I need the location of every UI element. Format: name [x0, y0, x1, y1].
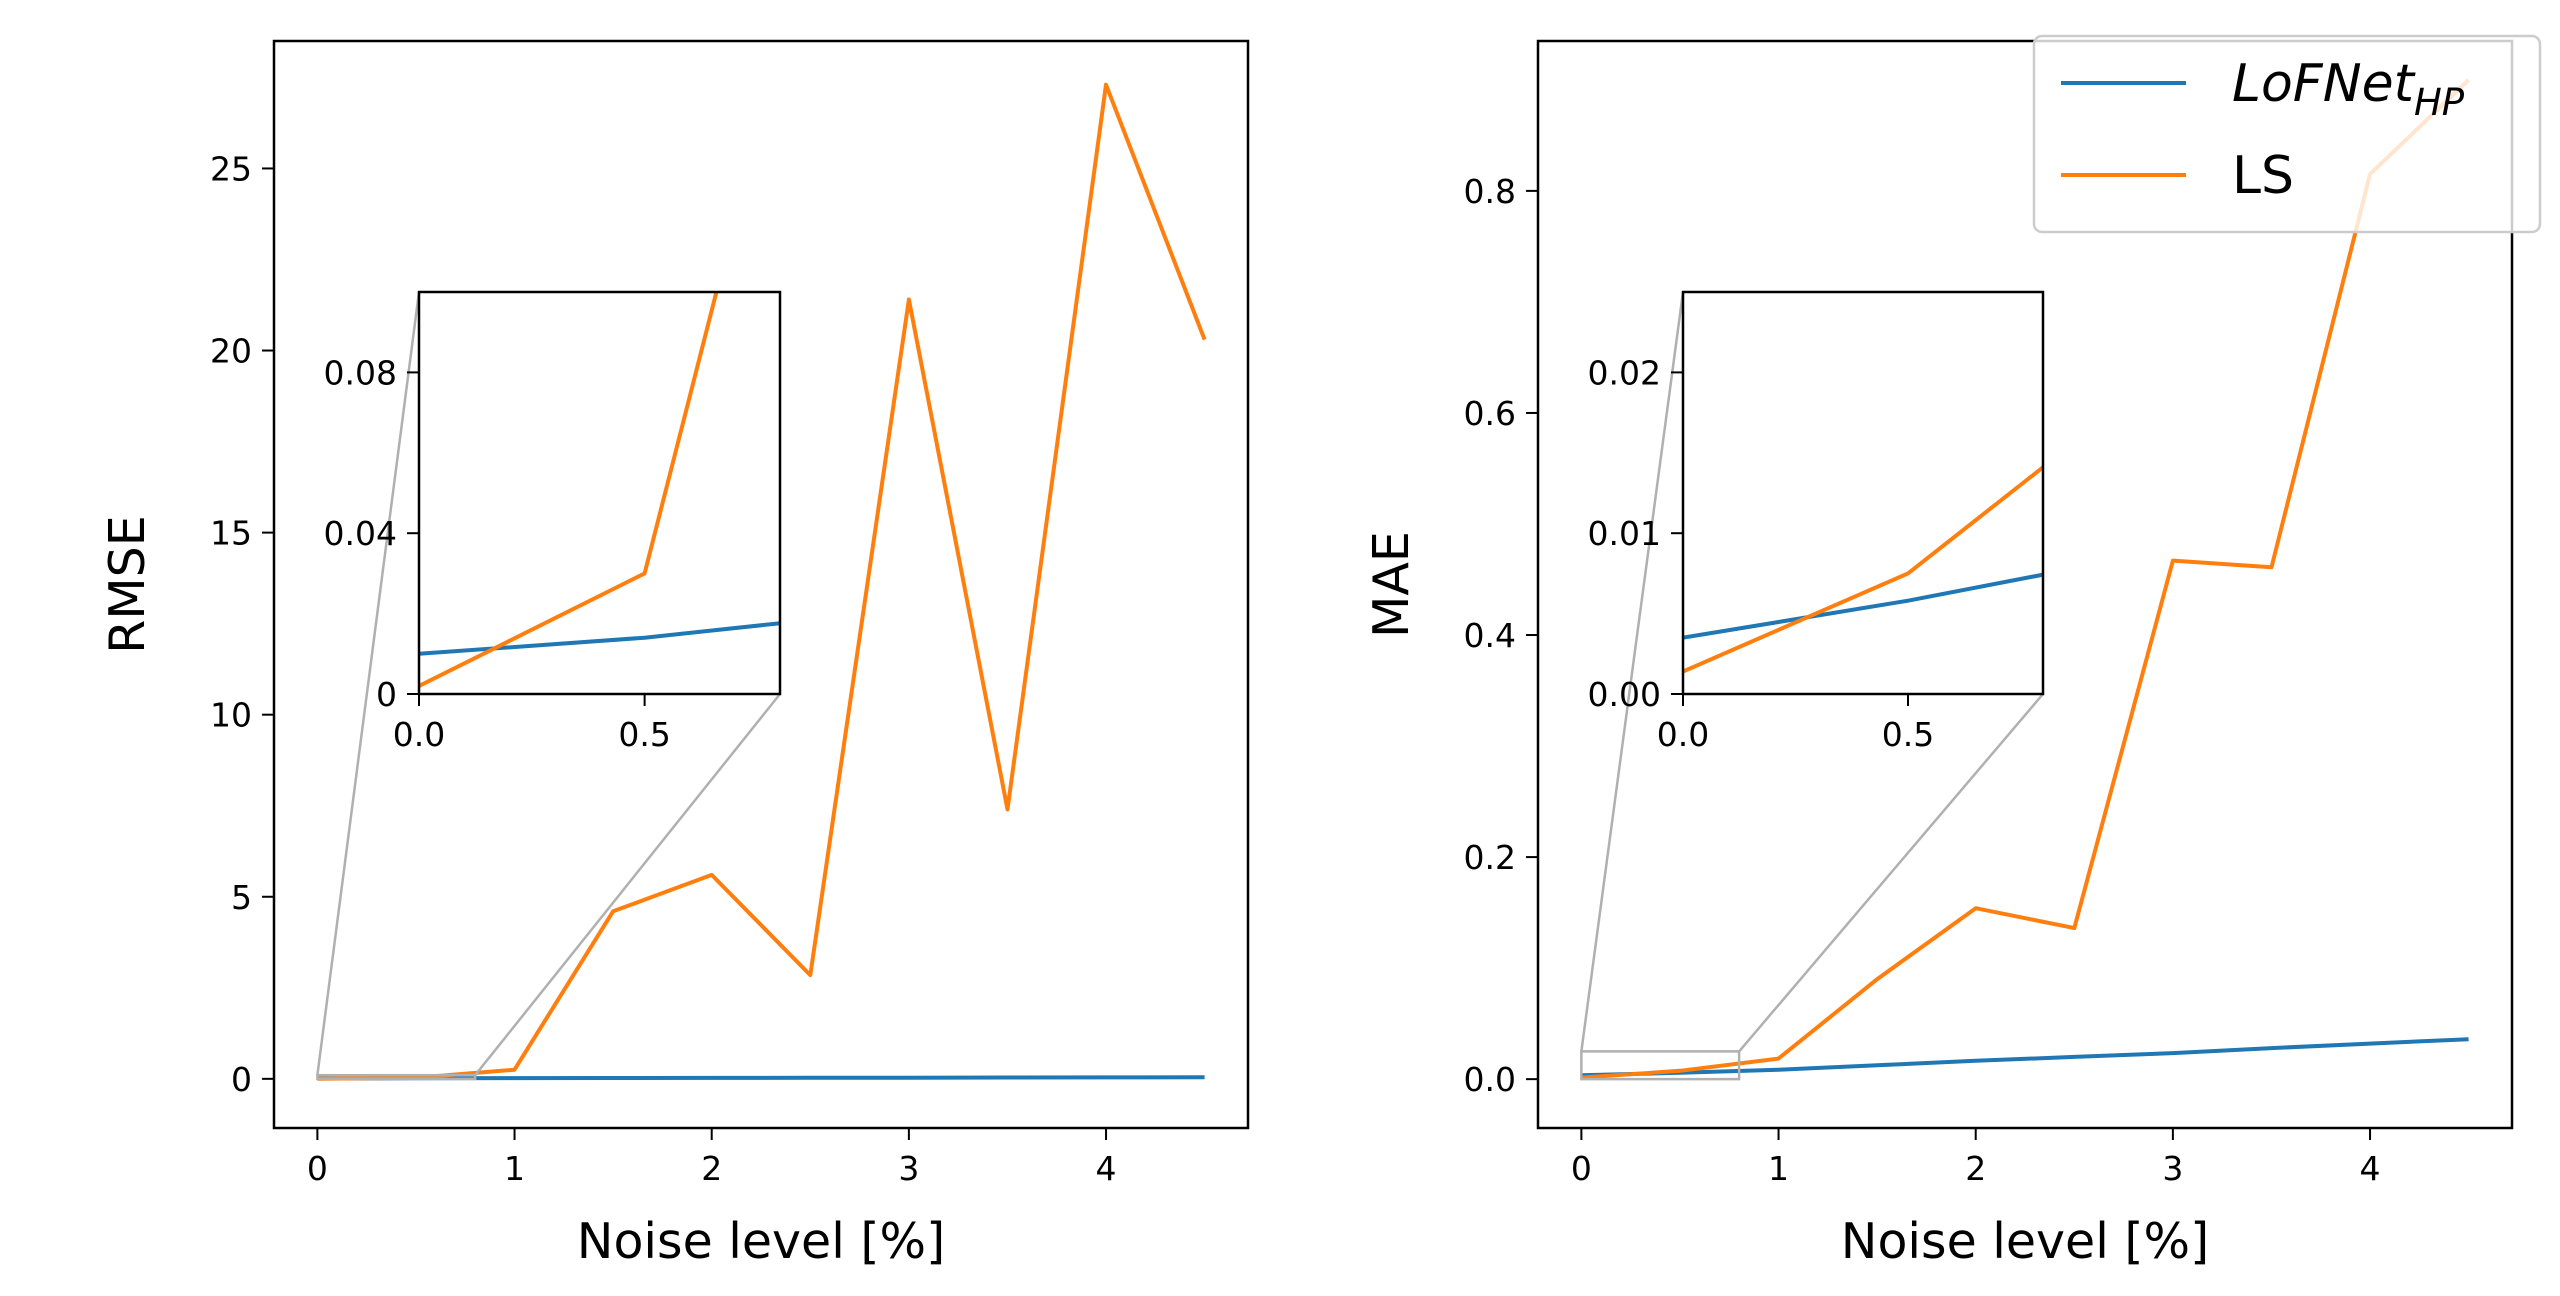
- x-tick-label: 4: [1096, 1149, 1117, 1188]
- x-tick-label: 2: [1965, 1149, 1986, 1188]
- inset-2: 0.0 0.5 0.00 0.01 0.02: [1588, 290, 2045, 754]
- legend-label-text: LS: [2232, 146, 2294, 206]
- x-axis-label: Noise level [%]: [577, 1213, 945, 1270]
- y-tick-label: 0.8: [1464, 172, 1516, 211]
- inset-1: 0.0 0.5 0 0.04 0.08: [324, 290, 782, 754]
- zoom-connector: [1738, 693, 2044, 1053]
- series-line-ls: [317, 82, 1207, 1081]
- zoom-region: [1580, 1050, 1741, 1081]
- x-tick-label: 2: [701, 1149, 722, 1188]
- inset-y-tick-label: 0: [376, 675, 397, 714]
- legend: LoFNetHP LS: [2032, 34, 2542, 234]
- zoom-connector: [474, 693, 781, 1076]
- x-tick-label: 1: [504, 1149, 525, 1188]
- inset-background: [1683, 292, 2043, 694]
- y-tick-label: 0.2: [1464, 838, 1516, 877]
- y-tick-label: 10: [210, 696, 252, 735]
- inset-series-line-lofnet-hp: [419, 621, 780, 656]
- y-tick-label: 25: [210, 149, 252, 188]
- x-tick-label: 3: [898, 1149, 919, 1188]
- inset-frame: [1681, 290, 2045, 696]
- inset-x-tick-label: 0.5: [1882, 715, 1934, 754]
- series-line-ls: [1581, 78, 2470, 1080]
- y-tick-label: 0: [231, 1060, 252, 1099]
- series-group: [1581, 78, 2470, 1080]
- y-axis-label: MAE: [1363, 531, 1420, 638]
- inset-x-tick-label: 0.0: [1657, 715, 1709, 754]
- legend-label-subscript: HP: [2414, 81, 2465, 124]
- inset-y-tick-label: 0.01: [1588, 514, 1661, 553]
- axes-frame: [1536, 39, 2514, 1130]
- zoom-region: [316, 1073, 477, 1081]
- y-axis-label: RMSE: [99, 515, 156, 653]
- x-tick-label: 4: [2360, 1149, 2381, 1188]
- x-tick-label: 0: [1571, 1149, 1592, 1188]
- x-axis-label: Noise level [%]: [1841, 1213, 2209, 1270]
- y-tick-label: 20: [210, 332, 252, 371]
- x-tick-label: 0: [307, 1149, 328, 1188]
- x-tick-label: 1: [1768, 1149, 1789, 1188]
- legend-label-lofnet-hp: LoFNetHP: [2232, 54, 2465, 124]
- axes-frame: [272, 39, 1250, 1130]
- chart-1: 0 1 2 3 4 0 5 10 15 20 25 Noise level [%] RMSE 0.0 0.5…: [99, 39, 1250, 1270]
- inset-y-tick-label: 0.08: [324, 353, 397, 392]
- inset-y-tick-label: 0.02: [1588, 353, 1661, 392]
- chart-2: 0 1 2 3 4 0.0 0.2 0.4 0.6 0.8 Noise level [%] MAE 0.…: [1363, 39, 2514, 1270]
- y-tick-label: 0.4: [1464, 616, 1516, 655]
- y-tick-label: 15: [210, 514, 252, 553]
- inset-background: [419, 292, 780, 694]
- y-tick-label: 5: [231, 878, 252, 917]
- legend-label-ls: LS: [2232, 146, 2294, 206]
- inset-series-group: [1683, 464, 2043, 674]
- inset-series-group: [419, 292, 780, 688]
- y-tick-label: 0.6: [1464, 394, 1516, 433]
- zoom-connector: [1580, 291, 1685, 1052]
- y-tick-label: 0.0: [1464, 1060, 1516, 1099]
- inset-series-line-lofnet-hp: [1683, 572, 2043, 640]
- series-line-lofnet-hp: [1581, 1037, 2469, 1078]
- legend-label-text: LoFNet: [2232, 54, 2416, 114]
- inset-y-tick-label: 0.00: [1588, 675, 1661, 714]
- zoom-connector: [316, 291, 421, 1076]
- inset-series-line-ls: [1683, 464, 2043, 674]
- inset-x-tick-label: 0.0: [393, 715, 445, 754]
- inset-frame: [417, 290, 782, 696]
- inset-x-tick-label: 0.5: [618, 715, 670, 754]
- inset-y-tick-label: 0.04: [324, 514, 397, 553]
- x-tick-label: 3: [2162, 1149, 2183, 1188]
